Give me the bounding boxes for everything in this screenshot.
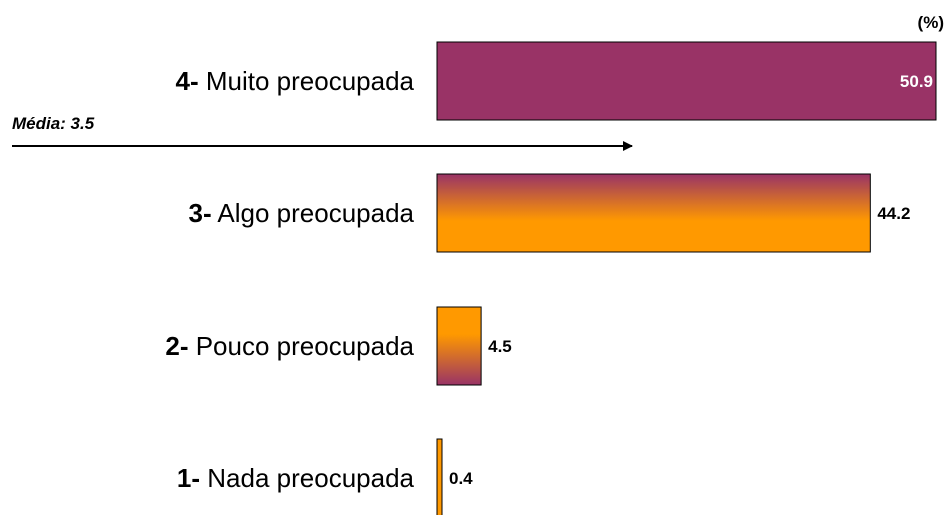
- category-label: 4- Muito preocupada: [176, 66, 415, 96]
- bar: [436, 41, 937, 121]
- value-label: 4.5: [488, 337, 512, 356]
- unit-label: (%): [918, 13, 944, 32]
- bar: [436, 438, 443, 515]
- category-labels-group: 4- Muito preocupada 3- Algo preocupada 2- …: [165, 66, 414, 493]
- value-label: 50.9: [900, 72, 933, 91]
- bar: [436, 306, 482, 386]
- category-label: 2- Pouco preocupada: [165, 331, 414, 361]
- value-label: 0.4: [449, 469, 473, 488]
- category-label: 1- Nada preocupada: [177, 463, 415, 493]
- value-label: 44.2: [877, 204, 910, 223]
- value-labels-group: 50.9 44.2 4.5 0.4: [449, 72, 933, 488]
- bar: [436, 173, 871, 253]
- bars-group: [436, 41, 937, 515]
- media-label: Média: 3.5: [12, 114, 95, 133]
- category-label: 3- Algo preocupada: [188, 198, 414, 228]
